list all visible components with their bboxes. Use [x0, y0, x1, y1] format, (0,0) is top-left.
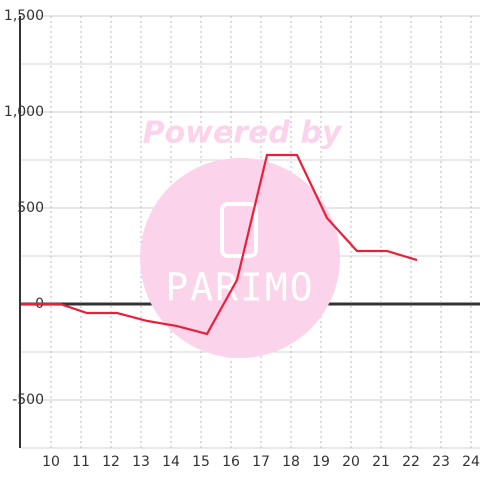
plot [21, 153, 418, 336]
x-tick-label: 13 [132, 454, 150, 470]
x-tick-label: 20 [342, 454, 360, 470]
x-tick-label: 12 [102, 454, 120, 470]
y-tick-label: -500 [12, 392, 44, 408]
x-tick-label: 24 [462, 454, 480, 470]
x-tick-label: 16 [222, 454, 240, 470]
data-line [21, 153, 418, 336]
x-tick-label: 21 [372, 454, 390, 470]
x-tick-label: 17 [252, 454, 270, 470]
watermark-text: Powered by [143, 116, 343, 151]
y-tick-label: 500 [17, 200, 44, 216]
x-tick-label: 18 [282, 454, 300, 470]
x-tick-label: 14 [162, 454, 180, 470]
x-tick-label: 15 [192, 454, 210, 470]
y-tick-label: 1,000 [4, 104, 44, 120]
watermark-icon [220, 202, 258, 258]
watermark: PARIMO Powered by [140, 116, 343, 358]
x-tick-label: 11 [72, 454, 90, 470]
x-tick-label: 10 [42, 454, 60, 470]
x-tick-label: 19 [312, 454, 330, 470]
x-tick-label: 22 [402, 454, 420, 470]
y-tick-label: 1,500 [4, 8, 44, 24]
x-tick-label: 23 [432, 454, 450, 470]
